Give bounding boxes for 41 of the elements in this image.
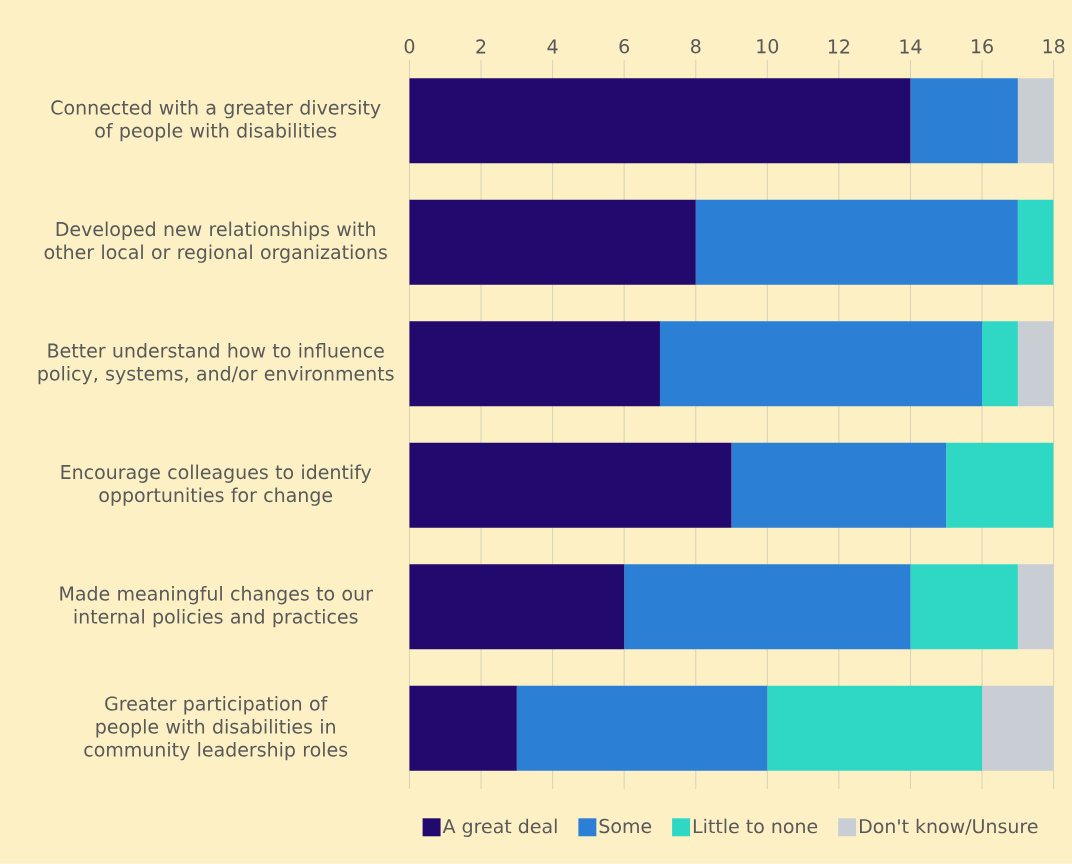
bar [1017, 564, 1054, 650]
y-tick-label: Made meaningful changes to our internal policies and practices [60, 586, 373, 628]
bar [624, 564, 911, 650]
legend-label: Some [599, 818, 652, 834]
legend-label: Don't know/Unsure [859, 818, 1038, 835]
y-tick-label: Better understand how to influence policy, systems, and/or environments [38, 343, 394, 385]
bar [695, 199, 1018, 285]
legend-label: Little to none [693, 818, 818, 834]
bar [409, 78, 911, 164]
bar [767, 685, 983, 771]
bar [982, 321, 1018, 407]
legend-label: A great deal [442, 818, 557, 838]
y-tick-label: Developed new relationships with other local or regional organizations [44, 221, 387, 263]
x-tick-label: 18 [1043, 39, 1065, 54]
x-tick-label: 0 [404, 39, 415, 54]
x-tick-label: 4 [547, 39, 558, 54]
bar [516, 685, 768, 771]
bar [409, 685, 517, 771]
bar [409, 199, 696, 285]
bar [409, 564, 625, 650]
x-tick-label: 12 [828, 39, 850, 54]
x-tick-label: 6 [619, 39, 630, 54]
x-tick-label: 8 [691, 39, 701, 54]
bar [910, 564, 1018, 650]
bar [910, 78, 1018, 164]
bar [1017, 321, 1054, 407]
bar [982, 685, 1054, 771]
bar [1017, 78, 1054, 164]
y-tick-label: Greater participation of people with disabilities in community leadership roles [84, 696, 348, 761]
x-tick-label: 10 [757, 39, 779, 54]
y-tick-label: Encourage colleagues to identify opportunities for change [61, 464, 372, 506]
bar [409, 321, 660, 407]
x-tick-label: 16 [972, 39, 993, 54]
x-tick-label: 14 [900, 39, 922, 54]
bar [659, 321, 983, 407]
bar [946, 442, 1054, 528]
x-tick-label: 2 [476, 39, 486, 54]
bar [409, 442, 732, 528]
y-tick-label: Connected with a greater diversity of people with disabilities [51, 100, 381, 142]
bar [1017, 199, 1054, 285]
bar [731, 442, 947, 528]
